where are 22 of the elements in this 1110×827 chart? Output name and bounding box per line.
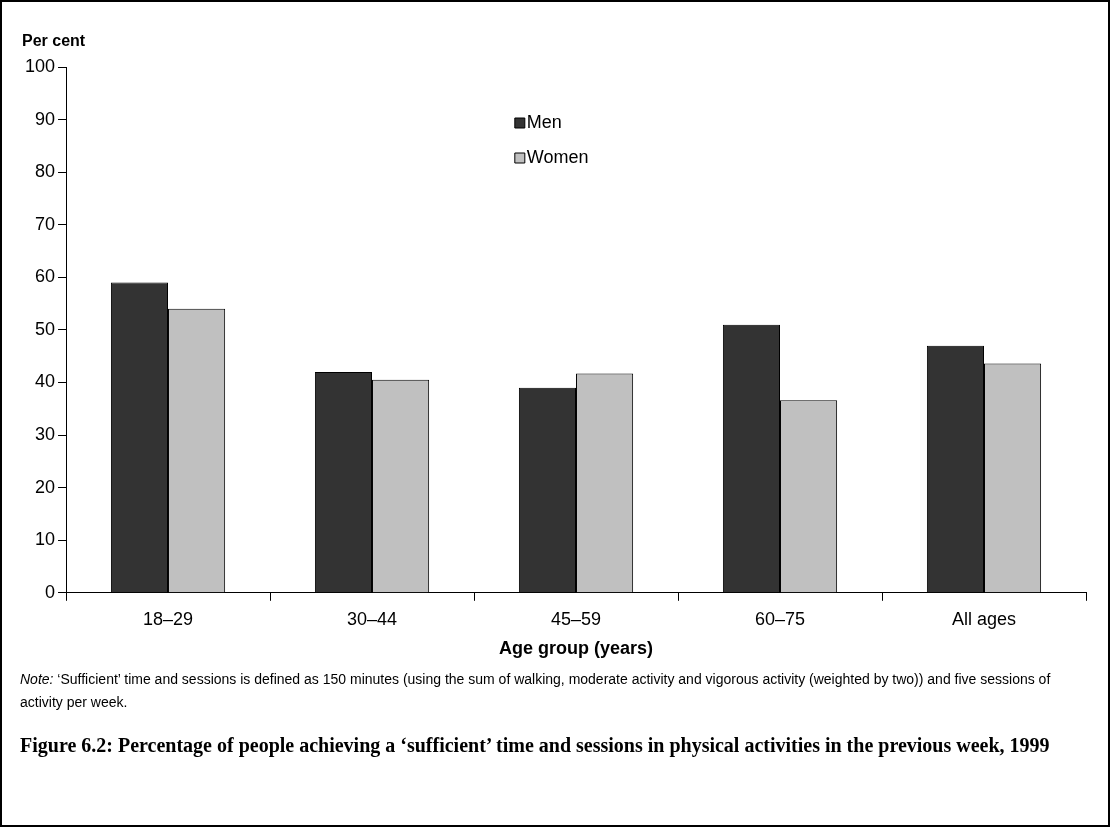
- x-axis-title: Age group (years): [499, 638, 654, 659]
- x-tick-label: 60–75: [754, 608, 806, 629]
- y-tick-label: 0: [45, 581, 56, 602]
- text: Note: ‘Sufficient’ time and sessions is defined as 150 minutes (using the sum of walking, moderate activity and vigorous activity (weighted by two)) and five sessions of activity per week.: [20, 670, 1052, 712]
- y-axis-title: Per cent: [22, 32, 86, 49]
- x-tick-label: 18–29: [143, 608, 194, 629]
- legend-label: Men: [526, 111, 562, 132]
- y-tick-label: 80: [35, 161, 56, 182]
- x-tick-label: All ages: [951, 608, 1017, 629]
- y-tick-label: 40: [35, 371, 56, 392]
- y-tick-label: 60: [35, 266, 56, 287]
- y-tick-label: 50: [35, 318, 56, 339]
- y-tick-label: 30: [35, 424, 56, 445]
- text: Figure 6.2: Percentage of people achieving a ‘sufficient’ time and sessions in physical activities in the previous week, 1999: [20, 733, 1051, 759]
- x-tick-label: 45–59: [550, 608, 602, 629]
- y-tick-label: 100: [24, 55, 56, 76]
- legend-label: Women: [526, 146, 589, 167]
- y-tick-label: 10: [35, 529, 56, 550]
- x-tick-label: 30–44: [346, 608, 398, 629]
- y-tick-label: 20: [35, 476, 56, 497]
- y-tick-label: 90: [35, 108, 56, 129]
- y-tick-label: 70: [35, 213, 56, 234]
